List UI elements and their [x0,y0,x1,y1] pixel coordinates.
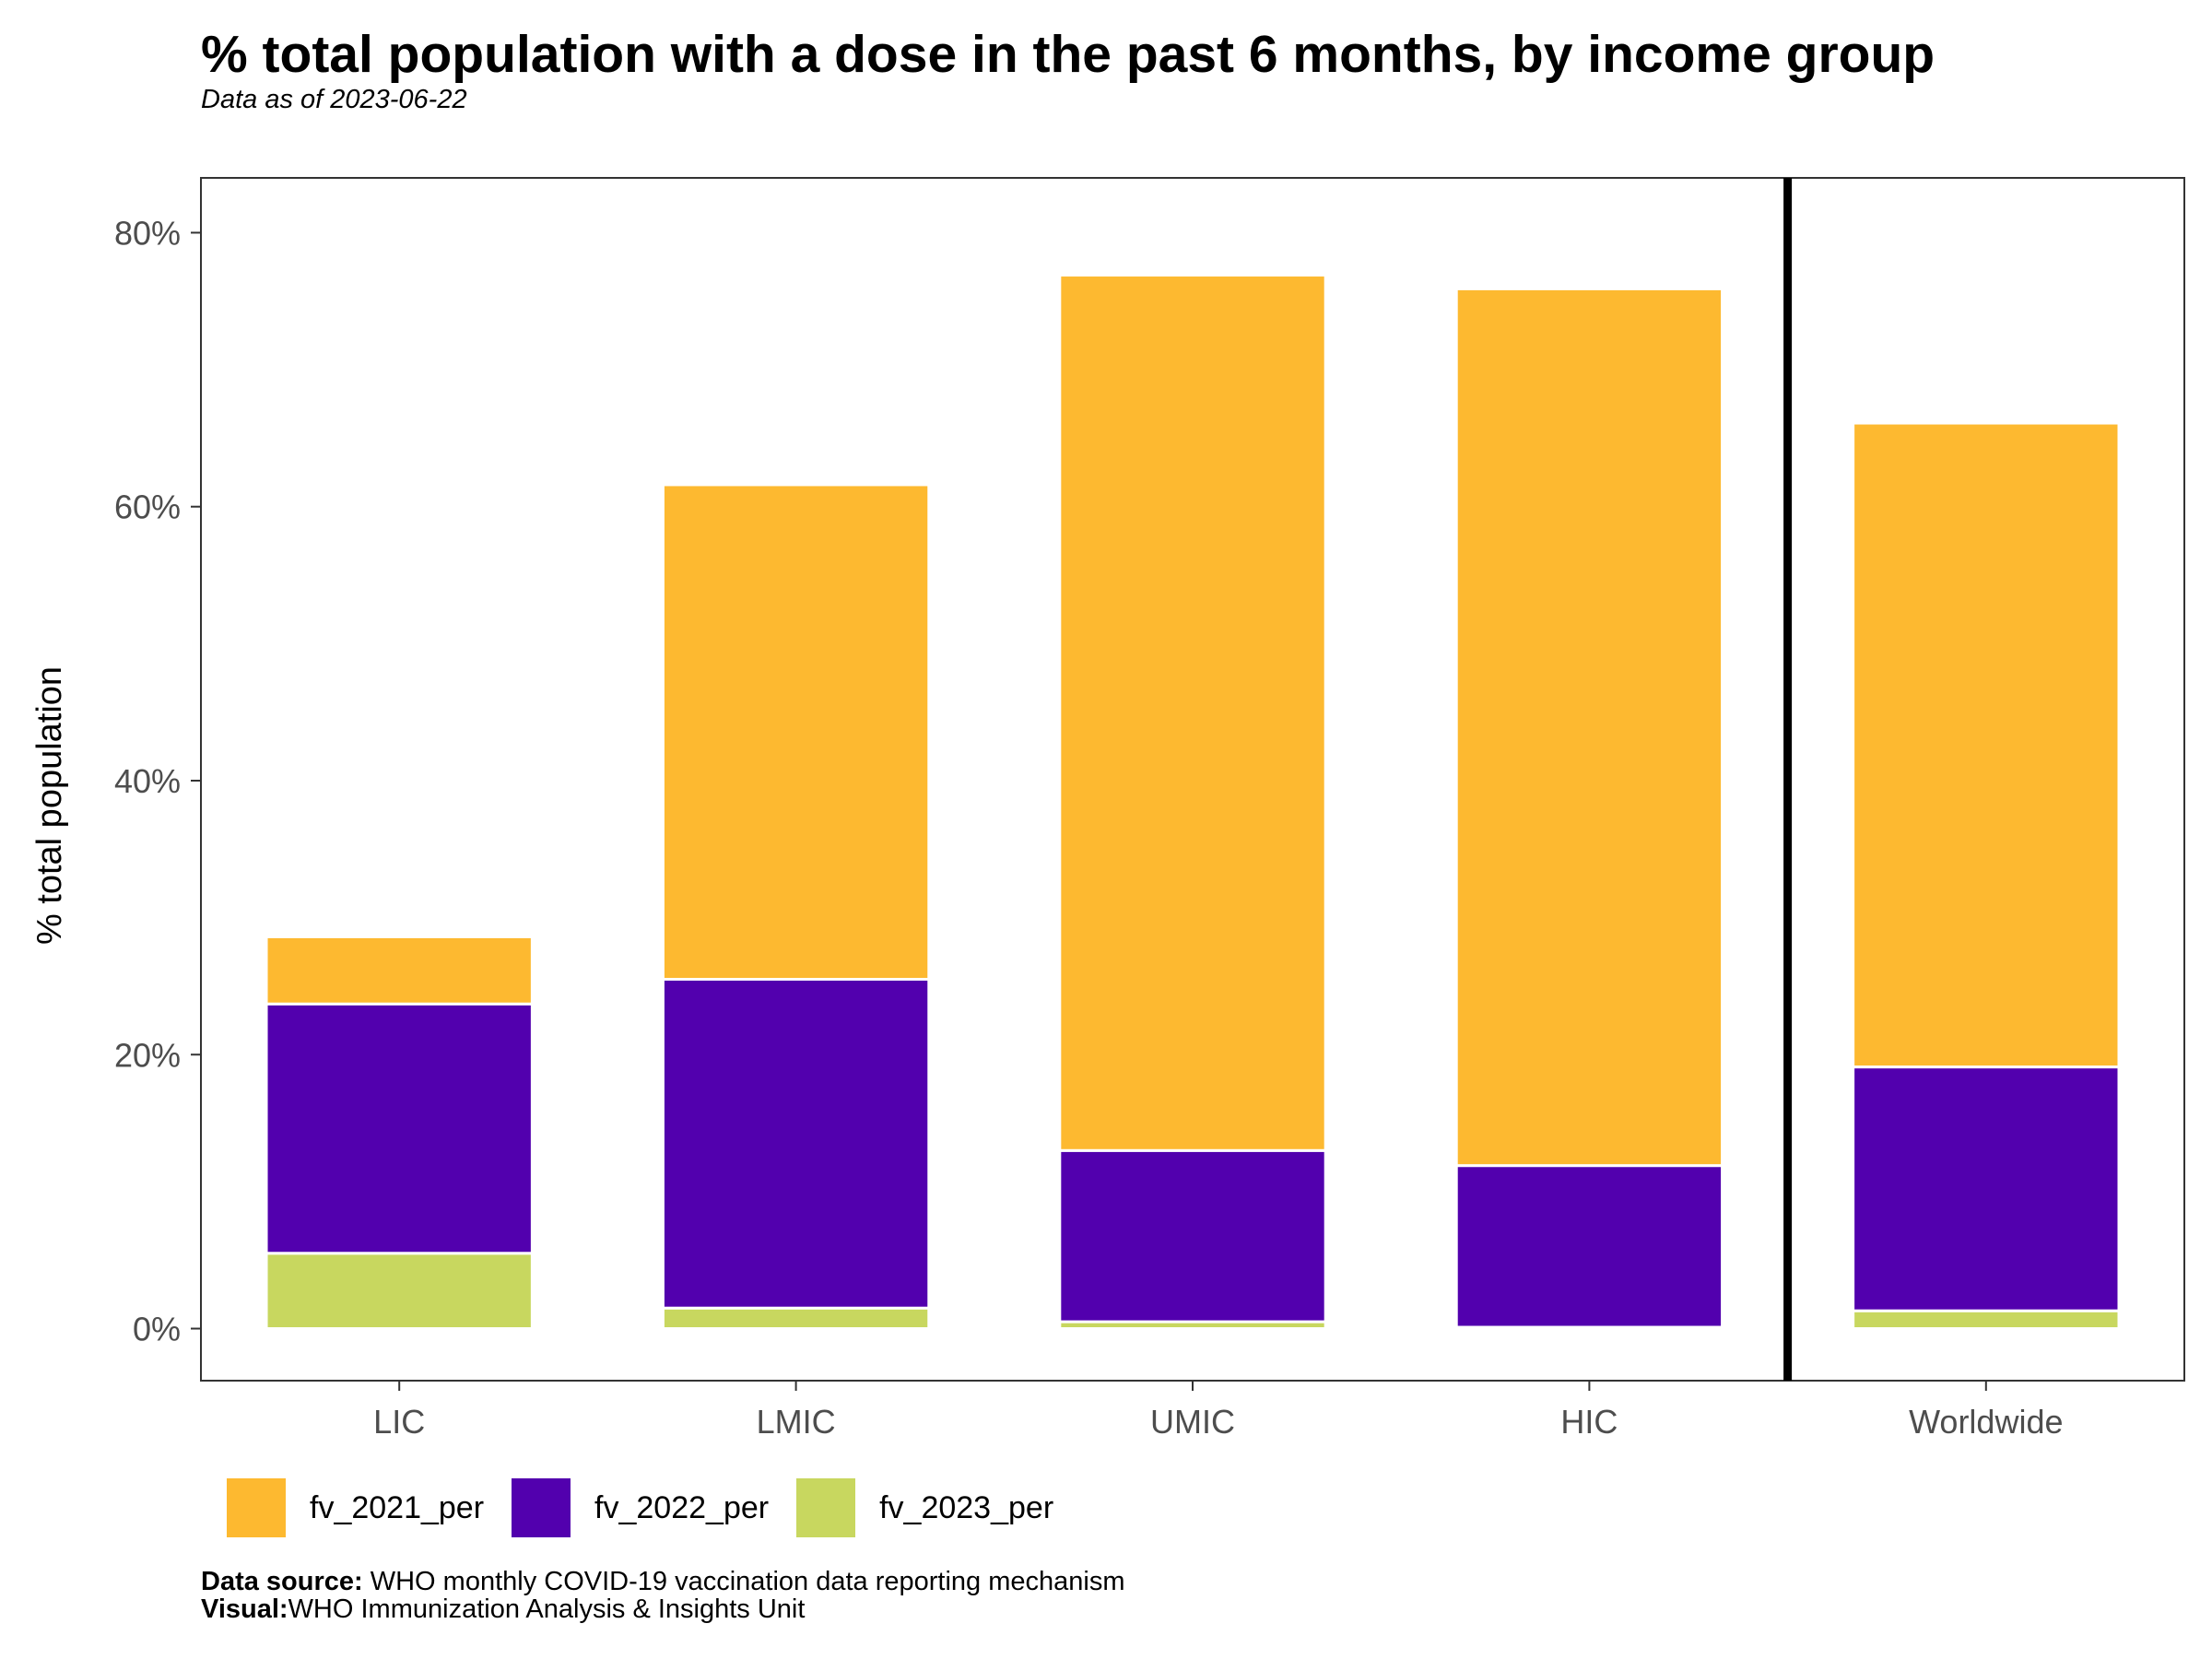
y-tick-label: 40% [114,762,181,800]
bar-lic-fv-2021-per [265,935,534,1006]
bar-lmic-fv-2022-per [661,978,931,1310]
visual-caption: Visual:WHO Immunization Analysis & Insig… [201,1595,805,1623]
legend-key-fv-2023 [796,1478,856,1537]
legend-key-fv-2022 [512,1478,571,1537]
legend-item-fv-2022: fv_2022_per [512,1478,769,1537]
bar-lmic-fv-2021-per [661,483,931,982]
bar-worldwide-fv-2023-per [1852,1309,2121,1331]
y-tick-label: 0% [133,1311,181,1348]
bar-lic-fv-2022-per [265,1002,534,1255]
stacked-bar-chart: 0% 20% 40% 60% 80% LIC LMIC UMIC HIC Worldwide %… [30,177,2185,1438]
visual-label: Visual: [201,1594,288,1624]
legend-item-fv-2023: fv_2023_per [796,1478,1053,1537]
y-tick-label: 80% [114,214,181,252]
bar-worldwide-fv-2021-per [1852,421,2121,1069]
legend-key-fv-2021 [227,1478,286,1537]
data-source-text: WHO monthly COVID-19 vaccination data re… [362,1567,1125,1596]
bar-worldwide-fv-2022-per [1852,1065,2121,1312]
bar-lmic-fv-2023-per [661,1306,931,1331]
bars-layer [265,274,2121,1331]
x-axis: LIC LMIC UMIC HIC Worldwide [373,1381,2064,1438]
bar-umic-fv-2021-per [1058,274,1327,1152]
bar-hic-fv-2022-per [1454,1164,1724,1329]
bar-hic-fv-2021-per [1454,287,1724,1168]
y-tick-label: 20% [114,1036,181,1074]
bar-lic-fv-2023-per [265,1252,534,1331]
bar-umic-fv-2022-per [1058,1148,1327,1324]
data-source-caption: Data source: WHO monthly COVID-19 vaccin… [201,1568,1125,1595]
legend-label-fv-2021: fv_2021_per [310,1489,485,1525]
x-tick-label-hic: HIC [1560,1403,1618,1438]
x-tick-label-lic: LIC [373,1403,425,1438]
legend-label-fv-2022: fv_2022_per [594,1489,770,1525]
x-tick-label-umic: UMIC [1150,1403,1235,1438]
visual-text: WHO Immunization Analysis & Insights Uni… [288,1594,806,1624]
y-axis-title: % total population [30,666,69,945]
legend-label-fv-2023: fv_2023_per [879,1489,1054,1525]
data-source-label: Data source: [201,1567,363,1596]
legend-item-fv-2021: fv_2021_per [227,1478,484,1537]
x-tick-label-lmic: LMIC [757,1403,836,1438]
x-tick-label-worldwide: Worldwide [1909,1403,2063,1438]
y-tick-label: 60% [114,488,181,526]
chart-title: % total population with a dose in the pa… [201,25,1936,84]
y-axis: 0% 20% 40% 60% 80% [114,214,201,1348]
chart-subtitle: Data as of 2023-06-22 [201,85,467,114]
legend: fv_2021_per fv_2022_per fv_2023_per [227,1478,1081,1537]
